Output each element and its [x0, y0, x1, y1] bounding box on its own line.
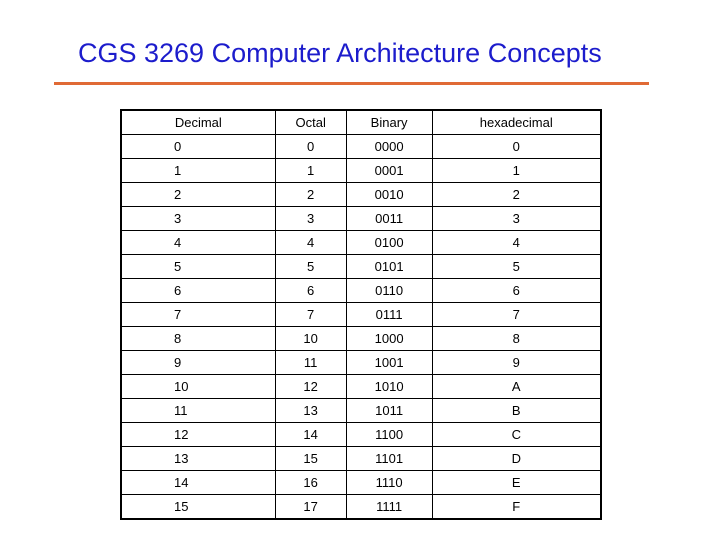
hexadecimal-cell: 5 — [431, 254, 602, 279]
decimal-cell: 11 — [120, 398, 276, 423]
hexadecimal-cell: 6 — [431, 278, 602, 303]
table-row: 13 15 1101 D — [120, 446, 602, 471]
table-row: 14 16 1110 E — [120, 470, 602, 495]
decimal-cell: 14 — [120, 470, 276, 495]
octal-cell: 11 — [274, 350, 347, 375]
octal-cell: 13 — [274, 398, 347, 423]
hexadecimal-cell: 9 — [431, 350, 602, 375]
decimal-cell: 5 — [120, 254, 276, 279]
binary-cell: 0000 — [345, 134, 433, 159]
hexadecimal-cell: 1 — [431, 158, 602, 183]
decimal-cell: 8 — [120, 326, 276, 351]
table-row: 3 3 0011 3 — [120, 206, 602, 231]
hexadecimal-cell: B — [431, 398, 602, 423]
hexadecimal-cell: 2 — [431, 182, 602, 207]
octal-cell: 16 — [274, 470, 347, 495]
header-binary: Binary — [345, 109, 433, 135]
table-row: 10 12 1010 A — [120, 374, 602, 399]
binary-cell: 1000 — [345, 326, 433, 351]
table-row: 11 13 1011 B — [120, 398, 602, 423]
decimal-cell: 3 — [120, 206, 276, 231]
binary-cell: 1101 — [345, 446, 433, 471]
table-body: 0 0 0000 0 1 1 0001 1 2 2 0010 2 3 3 0011 3 4 4 0100 4 5 5 010… — [120, 134, 602, 520]
table-row: 5 5 0101 5 — [120, 254, 602, 279]
octal-cell: 10 — [274, 326, 347, 351]
table-row: 7 7 0111 7 — [120, 302, 602, 327]
octal-cell: 15 — [274, 446, 347, 471]
slide-title: CGS 3269 Computer Architecture Concepts — [78, 38, 602, 68]
table-row: 4 4 0100 4 — [120, 230, 602, 255]
hexadecimal-cell: F — [431, 494, 602, 520]
title-divider — [54, 82, 649, 85]
decimal-cell: 13 — [120, 446, 276, 471]
hexadecimal-cell: 4 — [431, 230, 602, 255]
decimal-cell: 2 — [120, 182, 276, 207]
octal-cell: 5 — [274, 254, 347, 279]
decimal-cell: 10 — [120, 374, 276, 399]
table-header-row: Decimal Octal Binary hexadecimal — [120, 109, 602, 135]
header-octal: Octal — [274, 109, 347, 135]
octal-cell: 4 — [274, 230, 347, 255]
binary-cell: 0101 — [345, 254, 433, 279]
octal-cell: 1 — [274, 158, 347, 183]
binary-cell: 0110 — [345, 278, 433, 303]
binary-cell: 1111 — [345, 494, 433, 520]
decimal-cell: 4 — [120, 230, 276, 255]
decimal-cell: 7 — [120, 302, 276, 327]
hexadecimal-cell: 7 — [431, 302, 602, 327]
decimal-cell: 15 — [120, 494, 276, 520]
table-row: 15 17 1111 F — [120, 494, 602, 520]
binary-cell: 0100 — [345, 230, 433, 255]
hexadecimal-cell: D — [431, 446, 602, 471]
octal-cell: 3 — [274, 206, 347, 231]
decimal-cell: 6 — [120, 278, 276, 303]
header-hexadecimal: hexadecimal — [431, 109, 602, 135]
binary-cell: 1010 — [345, 374, 433, 399]
binary-cell: 0001 — [345, 158, 433, 183]
binary-cell: 0011 — [345, 206, 433, 231]
octal-cell: 17 — [274, 494, 347, 520]
octal-cell: 14 — [274, 422, 347, 447]
hexadecimal-cell: A — [431, 374, 602, 399]
decimal-cell: 1 — [120, 158, 276, 183]
hexadecimal-cell: E — [431, 470, 602, 495]
table-row: 8 10 1000 8 — [120, 326, 602, 351]
table-row: 0 0 0000 0 — [120, 134, 602, 159]
table-row: 1 1 0001 1 — [120, 158, 602, 183]
binary-cell: 0010 — [345, 182, 433, 207]
binary-cell: 1001 — [345, 350, 433, 375]
binary-cell: 1110 — [345, 470, 433, 495]
hexadecimal-cell: C — [431, 422, 602, 447]
table-row: 12 14 1100 C — [120, 422, 602, 447]
octal-cell: 6 — [274, 278, 347, 303]
decimal-cell: 0 — [120, 134, 276, 159]
hexadecimal-cell: 0 — [431, 134, 602, 159]
binary-cell: 1011 — [345, 398, 433, 423]
decimal-cell: 12 — [120, 422, 276, 447]
binary-cell: 1100 — [345, 422, 433, 447]
table-row: 6 6 0110 6 — [120, 278, 602, 303]
octal-cell: 7 — [274, 302, 347, 327]
octal-cell: 2 — [274, 182, 347, 207]
octal-cell: 0 — [274, 134, 347, 159]
table-row: 9 11 1001 9 — [120, 350, 602, 375]
number-conversion-table: Decimal Octal Binary hexadecimal 0 0 0000 0… — [120, 109, 602, 520]
hexadecimal-cell: 3 — [431, 206, 602, 231]
binary-cell: 0111 — [345, 302, 433, 327]
header-decimal: Decimal — [120, 109, 276, 135]
octal-cell: 12 — [274, 374, 347, 399]
hexadecimal-cell: 8 — [431, 326, 602, 351]
table-row: 2 2 0010 2 — [120, 182, 602, 207]
decimal-cell: 9 — [120, 350, 276, 375]
